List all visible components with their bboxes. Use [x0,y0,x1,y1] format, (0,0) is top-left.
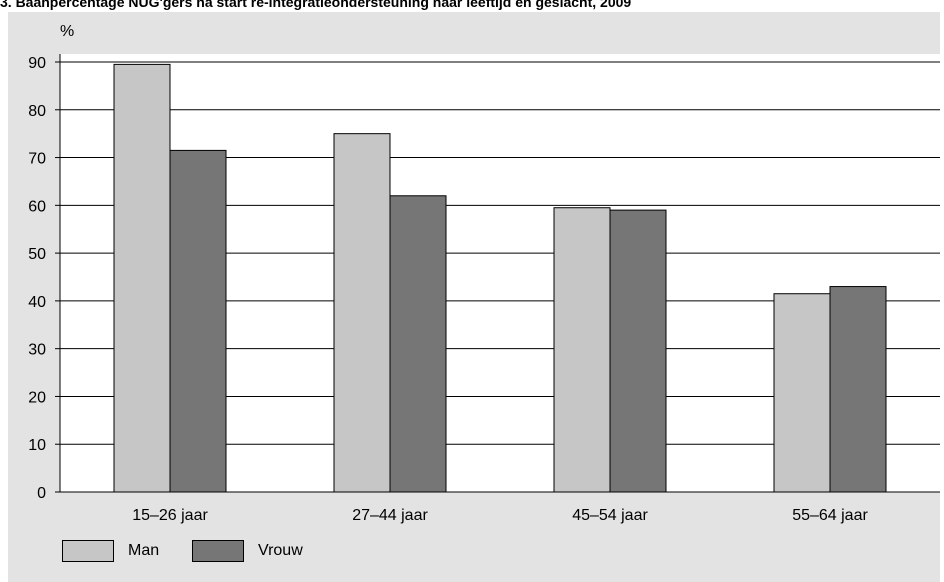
y-tick-label: 40 [28,294,46,311]
bar-man [773,293,831,493]
bar-vrouw [829,286,887,493]
legend-swatch-vrouw [192,540,244,562]
x-tick-label: 27–44 jaar [352,507,428,524]
bar-man [333,133,391,493]
y-axis-label: % [60,23,74,40]
legend-label-man: Man [128,542,160,559]
x-tick-label: 55–64 jaar [792,507,868,524]
bar-chart: % 0 10 20 30 40 50 60 70 80 90 15–26 jaar 27–44 jaar… [28,23,940,524]
legend-swatch-man [62,540,114,562]
bar-vrouw [169,149,227,493]
y-tick-label: 70 [28,151,46,168]
x-tick-label: 45–54 jaar [572,507,648,524]
chart-panel: % 0 10 20 30 40 50 60 70 80 90 15–26 jaar 27–44 jaar… [8,12,940,582]
bar-vrouw [389,195,447,493]
y-tick-label: 50 [28,246,46,263]
legend-label-vrouw: Vrouw [258,542,303,559]
legend-vrouw: Vrouw [192,540,303,562]
y-tick-label: 80 [28,103,46,120]
y-tick-label: 30 [28,342,46,359]
legend-man: Man [62,540,159,562]
y-tick-label: 0 [37,485,46,502]
chart-title: 3. Baanpercentage NUG'gers na start re-i… [0,0,632,10]
bar-man [113,63,171,493]
y-tick-label: 90 [28,55,46,72]
bar-vrouw [609,209,667,493]
x-tick-label: 15–26 jaar [132,507,208,524]
y-tick-label: 10 [28,437,46,454]
y-tick-label: 60 [28,198,46,215]
y-tick-label: 20 [28,389,46,406]
bar-man [553,207,611,493]
